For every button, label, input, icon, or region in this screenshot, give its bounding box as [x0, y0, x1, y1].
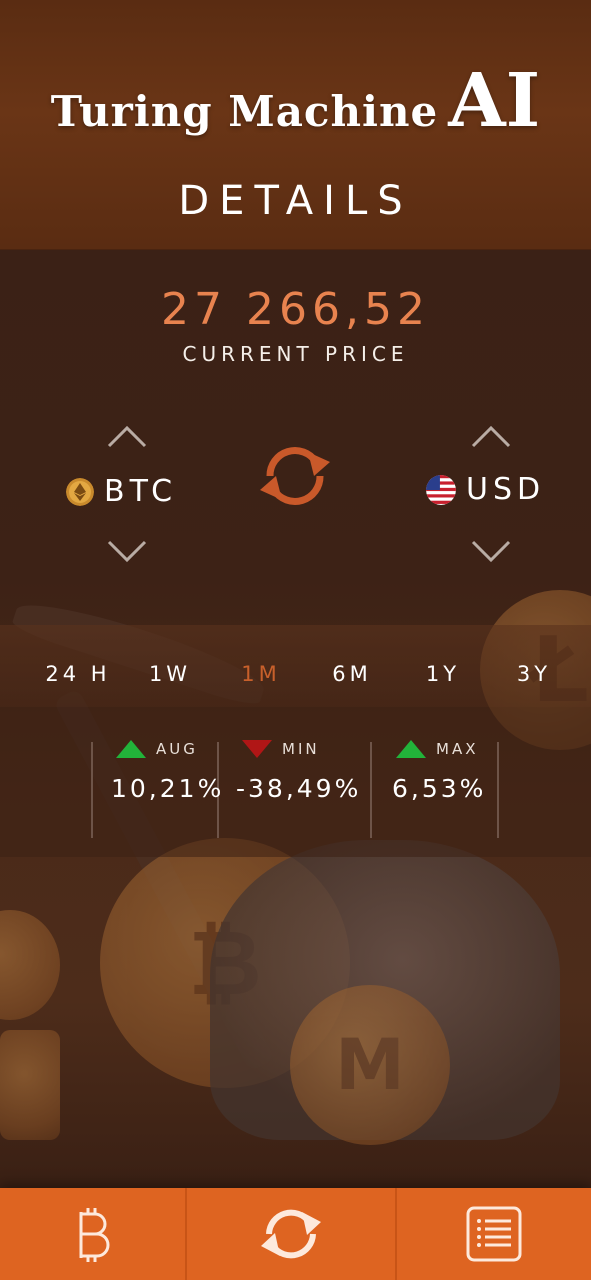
from-asset-up-button[interactable]: [107, 424, 147, 448]
coin-illustration: [0, 910, 60, 1020]
tab-6m[interactable]: 6M: [332, 662, 372, 686]
refresh-icon: [261, 1209, 321, 1259]
tab-1m[interactable]: 1M: [241, 662, 281, 686]
swap-icon: [260, 447, 330, 505]
coin-icon: [66, 477, 94, 506]
logo-text-ai: AI: [448, 58, 541, 144]
to-asset-down-button[interactable]: [471, 540, 511, 564]
chevron-down-icon: [107, 540, 147, 563]
triangle-down-icon: [242, 740, 272, 758]
swap-button[interactable]: [252, 440, 338, 512]
bitcoin-icon: [79, 1208, 109, 1262]
chevron-up-icon: [107, 425, 147, 448]
current-price-value: 27 266,52: [161, 284, 430, 335]
divider: [217, 742, 219, 838]
stat-max-label: MAX: [436, 740, 479, 758]
logo-text: Turing Machine: [50, 87, 439, 136]
divider: [91, 742, 93, 838]
period-tabs: [0, 625, 591, 707]
tab-1y[interactable]: 1Y: [425, 662, 461, 686]
chevron-up-icon: [471, 425, 511, 448]
from-asset-symbol: BTC: [104, 474, 178, 509]
stats-panel: [0, 707, 591, 857]
stat-max-value: 6,53%: [392, 774, 487, 803]
list-icon: [466, 1206, 522, 1262]
tab-3y[interactable]: 3Y: [516, 662, 552, 686]
app-logo: Turing Machine AI: [0, 58, 591, 144]
stat-min-value: -38,49%: [236, 774, 362, 803]
tab-24h[interactable]: 24 H: [45, 662, 111, 686]
coin-stack-illustration: [0, 1030, 60, 1140]
to-asset-up-button[interactable]: [471, 424, 511, 448]
current-price-label: CURRENT PRICE: [182, 342, 409, 366]
page-title: DETAILS: [178, 178, 413, 224]
stat-avg-label: AUG: [156, 740, 198, 758]
from-asset[interactable]: BTC: [66, 474, 177, 509]
to-asset-symbol: USD: [466, 472, 546, 507]
chevron-down-icon: [471, 540, 511, 563]
header: Turing Machine AI DETAILS: [0, 0, 591, 250]
divider: [497, 742, 499, 838]
nav-bitcoin-button[interactable]: [0, 1188, 187, 1280]
nav-refresh-button[interactable]: [187, 1188, 397, 1280]
triangle-up-icon: [396, 740, 426, 758]
monero-coin-illustration: M: [290, 985, 450, 1145]
tab-1w[interactable]: 1W: [148, 662, 192, 686]
stat-min-header: MIN: [242, 740, 320, 758]
nav-list-button[interactable]: [397, 1188, 591, 1280]
to-asset[interactable]: USD: [426, 472, 545, 507]
stat-avg-header: AUG: [116, 740, 198, 758]
divider: [370, 742, 372, 838]
triangle-up-icon: [116, 740, 146, 758]
stat-max-header: MAX: [396, 740, 478, 758]
stat-min-label: MIN: [282, 740, 320, 758]
bottom-nav: [0, 1188, 591, 1280]
stat-avg-value: 10,21%: [111, 774, 225, 803]
from-asset-down-button[interactable]: [107, 540, 147, 564]
us-flag-icon: [426, 474, 456, 505]
